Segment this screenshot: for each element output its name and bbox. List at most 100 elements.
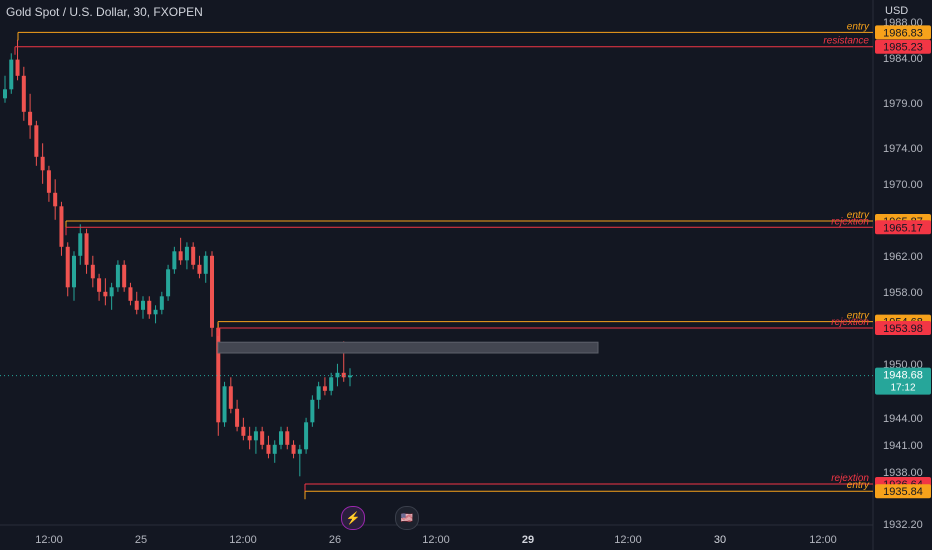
candle-body[interactable] xyxy=(141,300,145,310)
level-label-entry: entry xyxy=(847,480,870,491)
candle-body[interactable] xyxy=(228,386,233,409)
level-label-resistance: resistance xyxy=(823,36,869,47)
candle-body[interactable] xyxy=(147,300,152,315)
level-price-tag[interactable] xyxy=(875,220,931,235)
x-tick-label: 30 xyxy=(714,534,726,546)
level-price-tag[interactable] xyxy=(875,320,931,335)
lightning-icon[interactable]: ⚡ xyxy=(341,506,365,530)
level-label-entry: entry xyxy=(847,311,870,322)
y-tick-label: 1974.00 xyxy=(883,143,923,155)
candle-body[interactable] xyxy=(235,408,240,427)
candle-body[interactable] xyxy=(316,386,321,400)
candle-body[interactable] xyxy=(297,449,302,454)
level-price-tag[interactable] xyxy=(875,484,931,499)
candle-body[interactable] xyxy=(90,264,95,279)
candle-body[interactable] xyxy=(72,255,76,288)
y-tick-label: 1970.00 xyxy=(883,179,923,191)
candle-body[interactable] xyxy=(178,251,183,261)
level-price-value: 1953.98 xyxy=(883,323,923,335)
candle-body[interactable] xyxy=(216,327,221,423)
level-label-rejextion: rejextion xyxy=(831,216,869,227)
candle-body[interactable] xyxy=(21,75,26,112)
candle-body[interactable] xyxy=(322,386,327,391)
candle-body[interactable] xyxy=(203,255,208,274)
candle-body[interactable] xyxy=(222,386,227,423)
candle-body[interactable] xyxy=(109,287,114,297)
y-tick-label: 1984.00 xyxy=(883,53,923,65)
candle-body[interactable] xyxy=(272,444,277,454)
candle-body[interactable] xyxy=(197,264,202,274)
candle-body[interactable] xyxy=(59,206,64,247)
candle-body[interactable] xyxy=(291,444,296,454)
level-label-entry: entry xyxy=(847,210,870,221)
candle-body[interactable] xyxy=(341,372,346,378)
currency-label[interactable]: USD xyxy=(885,5,909,17)
x-tick-label: 26 xyxy=(329,534,341,546)
candle-body[interactable] xyxy=(279,431,283,445)
x-tick-label: 29 xyxy=(522,534,534,546)
candle-body[interactable] xyxy=(103,291,108,297)
y-tick-label: 1958.00 xyxy=(883,287,923,299)
candle-body[interactable] xyxy=(97,278,102,292)
y-tick-label: 1979.00 xyxy=(883,98,923,110)
x-tick-label: 12:00 xyxy=(809,534,837,546)
candle-body[interactable] xyxy=(304,422,309,450)
candle-body[interactable] xyxy=(210,255,214,328)
candle-body[interactable] xyxy=(247,435,252,441)
candle-body[interactable] xyxy=(266,444,271,454)
candle-body[interactable] xyxy=(115,264,120,288)
candle-body[interactable] xyxy=(153,309,158,315)
y-tick-label: 1962.00 xyxy=(883,251,923,263)
level-price-value: 1935.84 xyxy=(883,486,923,498)
candle-body[interactable] xyxy=(191,246,196,265)
candle-body[interactable] xyxy=(46,170,51,193)
level-price-value: 1986.83 xyxy=(883,27,923,39)
candle-body[interactable] xyxy=(241,426,246,436)
candle-body[interactable] xyxy=(329,377,334,391)
candle-body[interactable] xyxy=(128,287,133,301)
us-flag-icon[interactable]: 🇺🇸 xyxy=(395,506,419,530)
candle-body[interactable] xyxy=(78,233,83,256)
candle-body[interactable] xyxy=(310,399,315,423)
candle-body[interactable] xyxy=(28,111,33,126)
y-tick-label: 1932.20 xyxy=(883,519,923,531)
candle-body[interactable] xyxy=(122,264,127,288)
candle-body[interactable] xyxy=(84,233,89,265)
candle-body[interactable] xyxy=(15,59,20,76)
level-price-value: 1985.23 xyxy=(883,42,923,54)
x-tick-label: 12:00 xyxy=(422,534,450,546)
candle-body[interactable] xyxy=(9,59,14,90)
candle-body[interactable] xyxy=(65,246,70,288)
last-price-value: 1948.68 xyxy=(883,370,923,382)
x-tick-label: 12:00 xyxy=(35,534,63,546)
x-tick-label: 12:00 xyxy=(229,534,257,546)
level-label-rejextion: rejextion xyxy=(831,473,869,484)
candle-body[interactable] xyxy=(335,372,340,378)
candle-body[interactable] xyxy=(134,300,139,310)
bar-countdown: 17:12 xyxy=(890,383,915,394)
supply-zone[interactable] xyxy=(217,341,599,354)
candle-body[interactable] xyxy=(159,296,164,310)
level-price-tag[interactable] xyxy=(875,25,931,40)
level-price-value: 1965.17 xyxy=(883,222,923,234)
candle-body[interactable] xyxy=(53,192,58,207)
y-tick-label: 1944.00 xyxy=(883,413,923,425)
candle-body[interactable] xyxy=(3,89,7,99)
candle-body[interactable] xyxy=(348,375,352,378)
candle-body[interactable] xyxy=(253,431,258,441)
candle-body[interactable] xyxy=(285,431,290,445)
candle-body[interactable] xyxy=(40,156,45,171)
symbol-title[interactable]: Gold Spot / U.S. Dollar, 30, FXOPEN xyxy=(6,5,203,19)
level-price-tag[interactable] xyxy=(875,39,931,54)
candle-body[interactable] xyxy=(172,251,177,270)
candle-body[interactable] xyxy=(260,431,265,445)
level-label-rejextion: rejextion xyxy=(831,317,869,328)
last-price-tag[interactable] xyxy=(875,367,931,395)
candle-body[interactable] xyxy=(184,246,189,261)
y-tick-label: 1941.00 xyxy=(883,440,923,452)
candle-body[interactable] xyxy=(166,269,171,297)
candle-body[interactable] xyxy=(34,125,39,157)
level-label-entry: entry xyxy=(847,21,870,32)
